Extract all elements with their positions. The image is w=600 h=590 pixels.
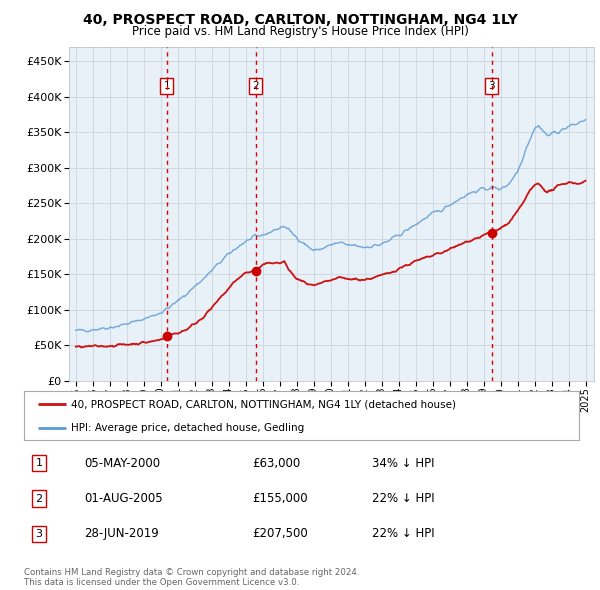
Text: 1: 1 <box>163 81 170 91</box>
Text: 3: 3 <box>35 529 43 539</box>
Text: £155,000: £155,000 <box>252 492 308 505</box>
Text: 3: 3 <box>488 81 495 91</box>
Text: 22% ↓ HPI: 22% ↓ HPI <box>372 492 434 505</box>
Text: Contains HM Land Registry data © Crown copyright and database right 2024.
This d: Contains HM Land Registry data © Crown c… <box>24 568 359 587</box>
Text: 05-MAY-2000: 05-MAY-2000 <box>84 457 160 470</box>
Text: Price paid vs. HM Land Registry's House Price Index (HPI): Price paid vs. HM Land Registry's House … <box>131 25 469 38</box>
Text: 01-AUG-2005: 01-AUG-2005 <box>84 492 163 505</box>
Text: 40, PROSPECT ROAD, CARLTON, NOTTINGHAM, NG4 1LY: 40, PROSPECT ROAD, CARLTON, NOTTINGHAM, … <box>83 13 517 27</box>
Text: £207,500: £207,500 <box>252 527 308 540</box>
Text: 2: 2 <box>252 81 259 91</box>
Text: HPI: Average price, detached house, Gedling: HPI: Average price, detached house, Gedl… <box>71 424 304 434</box>
Text: 1: 1 <box>35 458 43 468</box>
Text: 34% ↓ HPI: 34% ↓ HPI <box>372 457 434 470</box>
Text: £63,000: £63,000 <box>252 457 300 470</box>
Text: 2: 2 <box>35 494 43 503</box>
Text: 22% ↓ HPI: 22% ↓ HPI <box>372 527 434 540</box>
Text: 40, PROSPECT ROAD, CARLTON, NOTTINGHAM, NG4 1LY (detached house): 40, PROSPECT ROAD, CARLTON, NOTTINGHAM, … <box>71 399 456 409</box>
Text: 28-JUN-2019: 28-JUN-2019 <box>84 527 159 540</box>
